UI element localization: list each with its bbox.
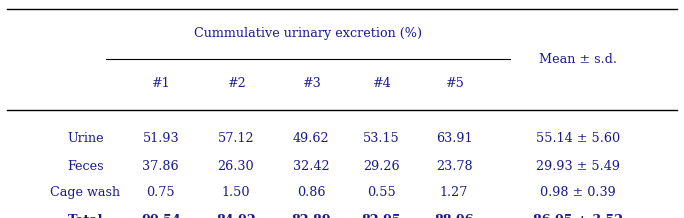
Text: 0.75: 0.75 — [146, 186, 175, 199]
Text: Total: Total — [68, 214, 103, 218]
Text: 29.93 ± 5.49: 29.93 ± 5.49 — [536, 160, 620, 173]
Text: 0.86: 0.86 — [297, 186, 326, 199]
Text: 55.14 ± 5.60: 55.14 ± 5.60 — [536, 132, 620, 145]
Text: 29.26: 29.26 — [363, 160, 400, 173]
Text: 57.12: 57.12 — [218, 132, 254, 145]
Text: Cage wash: Cage wash — [51, 186, 120, 199]
Text: 51.93: 51.93 — [142, 132, 179, 145]
Text: 82.89: 82.89 — [291, 214, 331, 218]
Text: 90.54: 90.54 — [141, 214, 181, 218]
Text: #1: #1 — [151, 77, 170, 90]
Text: 0.98 ± 0.39: 0.98 ± 0.39 — [540, 186, 616, 199]
Text: 26.30: 26.30 — [218, 160, 254, 173]
Text: 53.15: 53.15 — [363, 132, 400, 145]
Text: 1.27: 1.27 — [440, 186, 469, 199]
Text: 84.92: 84.92 — [216, 214, 256, 218]
Text: #2: #2 — [226, 77, 246, 90]
Text: 0.55: 0.55 — [367, 186, 396, 199]
Text: Mean ± s.d.: Mean ± s.d. — [539, 53, 617, 66]
Text: 82.95: 82.95 — [362, 214, 402, 218]
Text: Cummulative urinary excretion (%): Cummulative urinary excretion (%) — [194, 27, 422, 40]
Text: 23.78: 23.78 — [436, 160, 473, 173]
Text: #5: #5 — [445, 77, 464, 90]
Text: 37.86: 37.86 — [142, 160, 179, 173]
Text: 32.42: 32.42 — [293, 160, 330, 173]
Text: #3: #3 — [302, 77, 321, 90]
Text: 86.05 ± 3.52: 86.05 ± 3.52 — [533, 214, 623, 218]
Text: 63.91: 63.91 — [436, 132, 473, 145]
Text: 88.96: 88.96 — [434, 214, 474, 218]
Text: Urine: Urine — [67, 132, 104, 145]
Text: #4: #4 — [372, 77, 391, 90]
Text: 1.50: 1.50 — [222, 186, 250, 199]
Text: Feces: Feces — [67, 160, 104, 173]
Text: 49.62: 49.62 — [293, 132, 330, 145]
